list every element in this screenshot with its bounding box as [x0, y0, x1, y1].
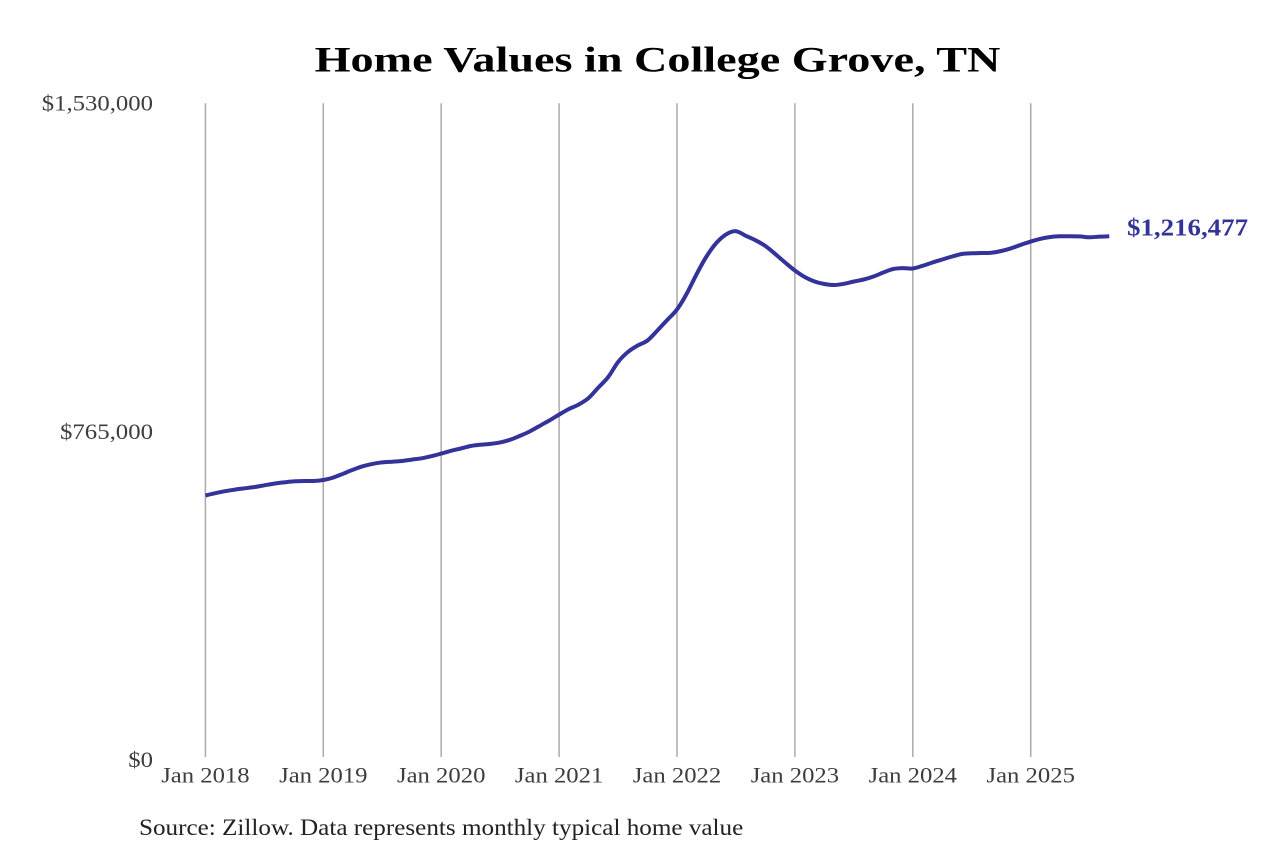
svg-text:Jan 2025: Jan 2025 — [986, 764, 1074, 788]
svg-text:Source: Zillow. Data represent: Source: Zillow. Data represents monthly … — [139, 815, 743, 841]
svg-text:Jan 2018: Jan 2018 — [161, 764, 249, 788]
svg-text:$1,530,000: $1,530,000 — [42, 92, 153, 116]
svg-text:Jan 2019: Jan 2019 — [279, 764, 367, 788]
svg-text:$1,216,477: $1,216,477 — [1127, 214, 1248, 241]
svg-text:Jan 2024: Jan 2024 — [869, 764, 958, 788]
svg-text:Jan 2020: Jan 2020 — [397, 764, 485, 788]
svg-text:Home Values in College Grove,: Home Values in College Grove, TN — [315, 39, 1001, 79]
svg-text:$765,000: $765,000 — [60, 420, 153, 444]
svg-text:$0: $0 — [128, 748, 153, 772]
svg-text:Jan 2021: Jan 2021 — [515, 764, 603, 788]
svg-text:Jan 2022: Jan 2022 — [633, 764, 721, 788]
svg-text:Jan 2023: Jan 2023 — [751, 764, 839, 788]
